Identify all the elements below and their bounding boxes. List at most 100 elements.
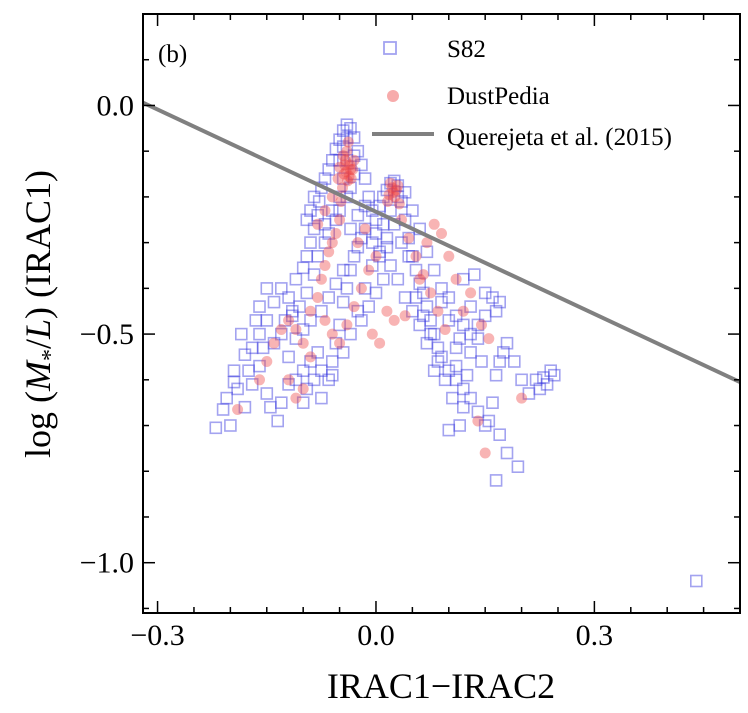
s82-point [296,323,310,336]
dustpedia-point [332,173,344,185]
s82-point [307,222,321,236]
s82-point [242,364,255,378]
s82-point [533,382,547,396]
dustpedia-point [352,237,364,249]
s82-point [689,574,703,588]
dustpedia-point [386,182,398,194]
s82-point [336,295,350,309]
dustpedia-point [345,173,357,185]
axis-ticks [143,13,741,613]
s82-point [416,309,430,323]
dustpedia-point [479,447,491,459]
dustpedia-point [340,166,352,178]
s82-point [220,391,233,405]
s82-point [486,396,499,410]
s82-point [318,218,332,231]
s82-point [395,236,408,249]
dustpedia-point [421,237,433,249]
s82-point [322,291,336,304]
dustpedia-point [382,196,394,207]
s82-point [478,309,492,323]
dustpedia-point [410,250,422,262]
s82-point [511,460,525,474]
s82-point [347,250,361,263]
s82-point [274,282,288,295]
dustpedia-point [439,324,451,335]
s82-point [369,213,383,227]
s82-point [336,263,350,277]
s82-point [369,227,383,240]
s82-point [329,336,343,350]
s82-point [456,272,470,286]
s82-point [333,204,346,217]
s82-point [267,295,281,309]
s82-point [304,355,317,368]
s82-point [416,286,430,300]
s82-point [285,309,299,323]
s82-point [464,327,477,341]
dustpedia-point [326,328,338,340]
dustpedia-point [337,150,349,162]
dustpedia-point [290,392,302,404]
s82-point [347,149,361,162]
dustpedia-point [390,184,402,196]
s82-point [529,373,543,387]
s82-point [471,318,485,332]
s82-point [238,400,252,414]
s82-point [256,341,270,355]
s82-point [398,291,412,304]
s82-point [344,181,357,195]
dustpedia-point [443,250,455,262]
s82-point [307,268,321,281]
dustpedia-point [323,246,335,258]
dustpedia-point [432,305,444,317]
x-tick-label: 0.3 [576,619,614,652]
dustpedia-point [312,292,324,303]
s82-point [344,327,357,341]
dustpedia-point [344,159,356,171]
s82-point [304,204,317,217]
s82-point [304,314,317,327]
dustpedia-point [268,337,280,349]
s82-point [249,314,263,327]
s82-point [344,263,357,277]
s82-point [300,250,314,263]
dustpedia-point [359,223,371,235]
dustpedia-point [363,264,375,276]
s82-point [373,245,386,259]
s82-point [224,419,237,432]
s82-point [216,403,230,416]
s82-point [435,350,448,364]
dustpedia-point [290,324,302,335]
s82-point [289,272,303,286]
s82-point [227,364,241,378]
s82-point [384,176,397,190]
y-tick-label: 0.0 [97,89,135,122]
s82-point [260,282,274,295]
s82-point [402,231,416,245]
s82-point [544,364,558,378]
s82-point [333,133,346,146]
dustpedia-point [428,218,440,230]
s82-point [282,378,295,391]
s82-point [424,314,437,327]
dustpedia-point [232,404,244,415]
s82-point [493,295,507,309]
s82-point [347,131,361,144]
s82-point [406,304,419,318]
s82-point [282,350,295,364]
dustpedia-point [399,310,411,322]
dustpedia-point [476,319,487,331]
y-axis-title-suffix: ) (IRAC1) [18,170,58,319]
dustpedia-point [414,273,426,285]
dustpedia-point [261,356,273,367]
s82-point [391,190,405,204]
dustpedia-point [338,168,350,180]
dustpedia-point [341,145,353,157]
s82-point [355,314,368,327]
s82-point [329,277,343,291]
dustpedia-point [297,337,309,349]
s82-point [380,231,394,245]
s82-point [274,396,288,410]
s82-point [355,231,368,245]
